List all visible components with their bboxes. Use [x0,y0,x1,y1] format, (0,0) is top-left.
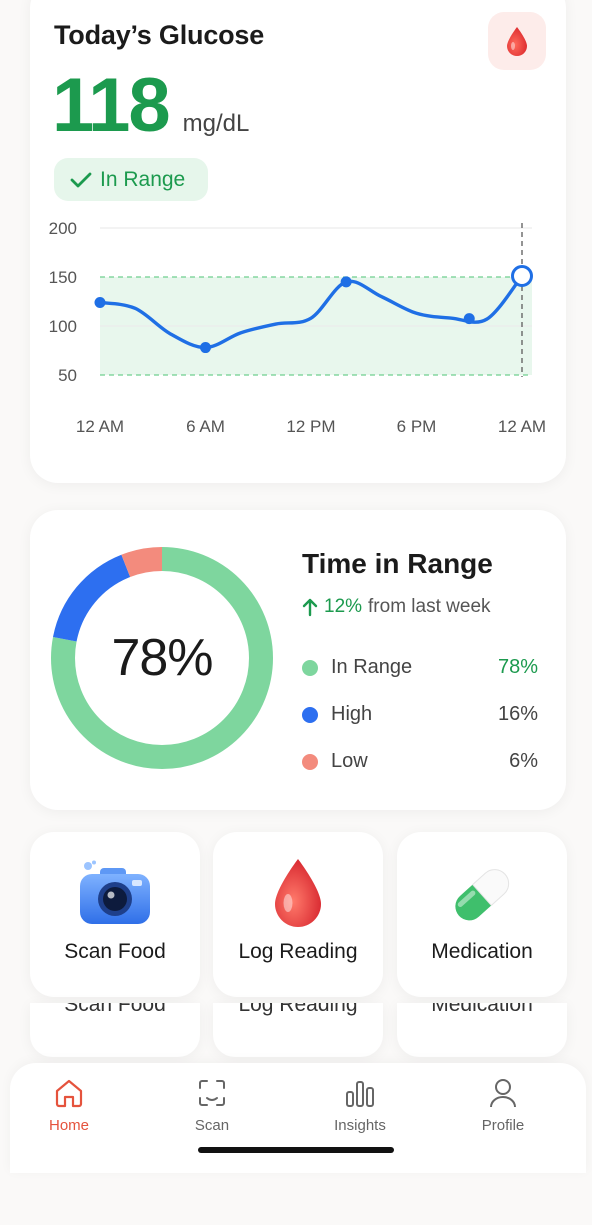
glucose-card: Today’s Glucose 118 mg/dL In Range 200 15… [30,0,566,483]
legend-label: Low [331,750,368,772]
log-reading-button[interactable]: Log Reading [213,832,383,997]
nav-insights[interactable]: Insights [315,1075,405,1134]
nav-label: Scan [194,1117,230,1134]
arrow-up-icon [302,598,318,617]
x-tick-label: 12 PM [286,417,335,436]
time-in-range-title: Time in Range [302,548,493,579]
tile-label: Log Reading [238,1003,358,1016]
nav-profile[interactable]: Profile [458,1075,548,1134]
current-reading-point[interactable] [511,265,533,288]
legend-dot [302,659,318,676]
nav-label: Profile [481,1117,525,1134]
nav-label: Home [48,1117,89,1134]
legend-dot [302,706,318,723]
nav-home[interactable]: Home [24,1075,114,1134]
glucose-title: Today’s Glucose [54,20,265,50]
medication-button-repeat[interactable]: Medication [397,1003,567,1057]
tile-label: Scan Food [64,940,166,963]
data-point[interactable] [200,342,211,354]
time-in-range-card: 78% Time in Range 12% from last week In … [30,510,566,810]
legend-label: In Range [331,656,413,678]
blood-drop-icon [275,859,321,927]
home-icon [55,1079,83,1108]
bottom-nav: Home Scan [10,1063,586,1173]
legend-value: 16% [497,703,538,725]
camera-icon [80,860,150,924]
legend-item-low: Low 6% [302,750,538,773]
home-indicator [198,1147,394,1153]
tile-label: Medication [431,1003,533,1016]
nav-label: Insights [334,1117,386,1134]
legend-label: High [331,703,373,725]
legend-item-in-range: In Range 78% [302,656,538,679]
scan-food-button-repeat[interactable]: Scan Food [30,1003,200,1057]
x-tick-label: 12 AM [76,417,124,436]
status-badge: In Range [54,158,208,201]
tile-label: Scan Food [64,1003,166,1016]
medication-button[interactable]: Medication [397,832,567,997]
log-reading-button-repeat[interactable]: Log Reading [213,1003,383,1057]
y-tick-label: 50 [58,366,77,385]
x-tick-label: 12 AM [498,417,546,436]
range-change-text: from last week [368,596,491,617]
legend-value: 78% [497,656,538,678]
legend-dot [302,753,318,770]
legend-item-high: High 16% [302,703,538,726]
y-tick-label: 100 [49,317,77,336]
x-tick-label: 6 AM [186,417,225,436]
profile-icon [490,1079,516,1108]
scan-food-button[interactable]: Scan Food [30,832,200,997]
tile-label: Medication [431,940,533,963]
blood-drop-icon [507,27,527,56]
glucose-reading: 118 mg/dL [52,68,249,144]
legend-value: 6% [509,750,538,772]
scan-icon [199,1080,225,1106]
check-icon [70,172,92,187]
data-point[interactable] [94,296,106,308]
glucose-series-line [98,274,524,350]
time-in-range-donut [51,547,273,769]
glucose-value: 118 [52,63,171,148]
nav-scan[interactable]: Scan [167,1075,257,1134]
bar-chart-icon [346,1081,374,1107]
tile-label: Log Reading [238,940,358,963]
x-tick-label: 6 PM [397,417,437,436]
glucose-drop-button[interactable] [488,12,546,70]
pill-icon [455,869,510,921]
range-change-value: 12% [324,596,363,617]
donut-segment-low [51,547,273,769]
data-point[interactable] [340,276,352,288]
status-text: In Range [100,167,186,191]
range-change: 12% from last week [302,596,491,618]
y-tick-label: 150 [49,268,77,287]
glucose-chart: 200 150 100 50 12 AM 6 AM 12 PM 6 PM 12 AM [49,220,546,436]
glucose-unit: mg/dL [182,110,250,137]
y-tick-label: 200 [49,220,77,238]
data-point[interactable] [463,313,475,325]
donut-center-label: 78% [111,629,213,687]
